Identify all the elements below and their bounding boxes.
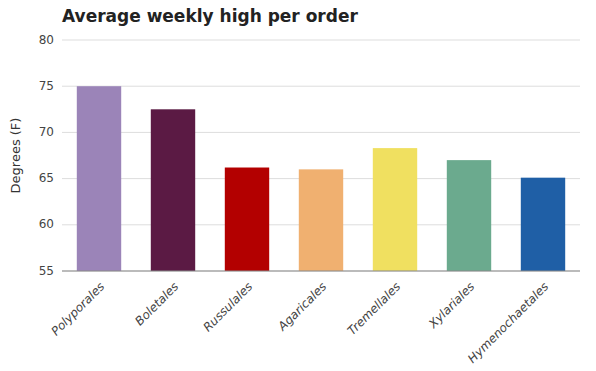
- bar: [521, 178, 565, 271]
- title: Average weekly high per order: [62, 6, 358, 26]
- y-tick-label: 80: [39, 33, 54, 47]
- x-tick-label: Polyporales: [48, 279, 107, 338]
- x-tick-label: Tremellales: [345, 279, 404, 338]
- y-tick-label: 60: [39, 217, 54, 231]
- grid-line: [62, 132, 580, 133]
- bar: [151, 109, 195, 271]
- y-grid: [62, 40, 580, 271]
- bar: [447, 160, 491, 271]
- x-axis-line: [62, 271, 580, 272]
- chart-svg: 55 60 65 70 75 80 Polyporales Boletales Russulal…: [0, 0, 596, 371]
- grid-line: [62, 271, 580, 272]
- x-tick-label: Russulales: [200, 279, 255, 334]
- y-tick-label: 70: [39, 125, 54, 139]
- bar: [225, 168, 269, 271]
- bar: [373, 148, 417, 271]
- y-axis-label: Degrees (F): [8, 118, 23, 194]
- x-tick-label: Boletales: [132, 279, 181, 328]
- grid-line: [62, 40, 580, 41]
- y-tick-label: 55: [39, 264, 54, 278]
- grid-line: [62, 86, 580, 87]
- y-tick-label: 65: [39, 171, 54, 185]
- x-tick-label: Agaricales: [275, 279, 330, 334]
- y-tick-label: 75: [39, 79, 54, 93]
- bar: [77, 86, 121, 271]
- bar: [299, 169, 343, 271]
- x-tick-label: Hymenochaetales: [465, 279, 551, 365]
- x-tick-label: Xylariales: [425, 279, 477, 331]
- bars: [77, 86, 565, 271]
- chart-container: 55 60 65 70 75 80 Polyporales Boletales Russulal…: [0, 0, 596, 371]
